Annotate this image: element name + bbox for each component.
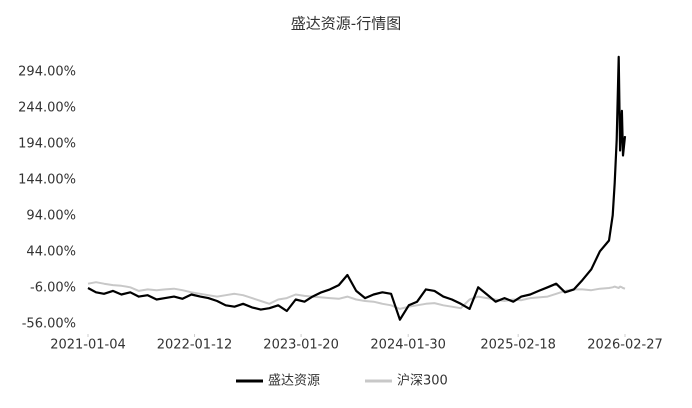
y-tick-label: -56.00% xyxy=(22,317,76,332)
legend-label: 沪深300 xyxy=(397,373,448,389)
y-tick-label: 144.00% xyxy=(18,173,76,188)
series-line xyxy=(87,55,627,321)
y-tick-label: -6.00% xyxy=(30,281,76,296)
series-line xyxy=(87,281,626,310)
y-tick-label: 194.00% xyxy=(18,137,76,152)
x-tick-label: 2022-01-12 xyxy=(157,338,233,353)
x-tick-label: 2023-01-20 xyxy=(263,338,339,353)
x-tick-label: 2024-01-30 xyxy=(370,338,446,353)
legend-label: 盛达资源 xyxy=(268,374,320,389)
y-tick-label: 44.00% xyxy=(26,245,76,260)
x-tick-label: 2021-01-04 xyxy=(50,338,126,353)
y-tick-label: 244.00% xyxy=(18,101,76,116)
x-tick-label: 2026-02-27 xyxy=(587,338,663,353)
chart-title: 盛达资源-行情图 xyxy=(291,15,401,33)
y-tick-label: 94.00% xyxy=(26,209,76,224)
y-tick-label: 294.00% xyxy=(18,65,76,80)
x-tick-label: 2025-02-18 xyxy=(480,338,556,353)
